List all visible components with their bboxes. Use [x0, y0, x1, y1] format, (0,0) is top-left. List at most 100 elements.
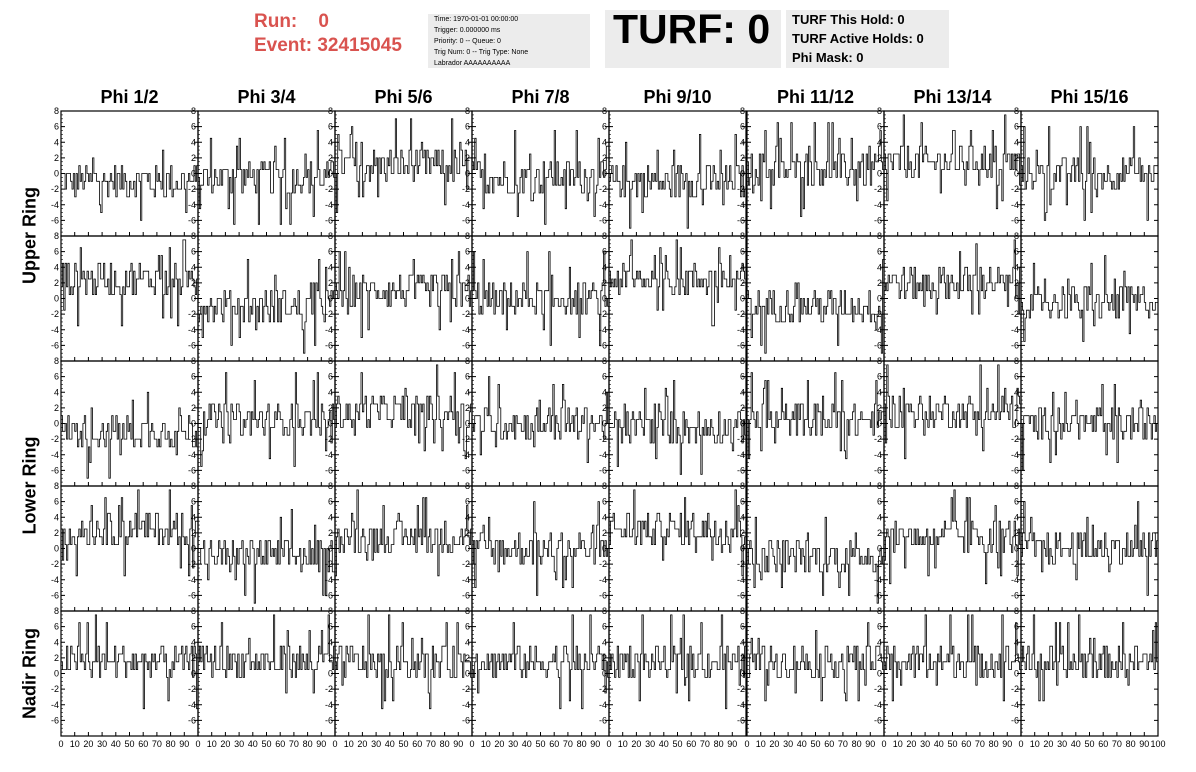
y-tick-label: 0 [191, 419, 196, 429]
y-tick-label: 0 [465, 169, 470, 179]
x-tick-label: 80 [1126, 739, 1136, 749]
y-tick-label: -2 [874, 684, 882, 694]
x-tick-label: 10 [893, 739, 903, 749]
y-tick-label: 0 [602, 669, 607, 679]
x-tick-label: 60 [686, 739, 696, 749]
y-tick-label: 6 [1014, 247, 1019, 257]
y-tick-label: 8 [602, 606, 607, 616]
y-tick-label: 0 [54, 669, 59, 679]
x-tick-label: 0 [332, 739, 337, 749]
y-tick-label: 2 [191, 153, 196, 163]
waveform-trace [747, 622, 884, 702]
y-tick-label: -6 [51, 215, 59, 225]
y-tick-label: 2 [877, 153, 882, 163]
x-tick-label: 40 [1071, 739, 1081, 749]
phi-header-4: Phi 7/8 [511, 87, 570, 107]
phi-header-2: Phi 3/4 [237, 87, 296, 107]
waveform-trace [335, 364, 473, 460]
x-tick-label: 70 [1112, 739, 1122, 749]
x-tick-label: 60 [824, 739, 834, 749]
x-tick-label: 70 [426, 739, 436, 749]
y-tick-label: -2 [325, 559, 333, 569]
y-tick-label: 0 [602, 169, 607, 179]
y-tick-label: 4 [191, 387, 196, 397]
y-tick-label: 8 [465, 231, 470, 241]
x-tick-label: 30 [234, 739, 244, 749]
y-tick-label: -6 [1011, 715, 1019, 725]
y-tick-label: 4 [54, 387, 59, 397]
panel-r5-c5: -6 -4 -2 0 2 4 6 8 [599, 606, 747, 737]
y-tick-label: 4 [328, 387, 333, 397]
y-tick-label: 0 [1014, 419, 1019, 429]
waveform-trace [335, 251, 472, 338]
y-tick-label: -6 [462, 215, 470, 225]
x-tick-label: 0 [606, 739, 611, 749]
y-tick-label: 0 [465, 669, 470, 679]
panel-r4-c8: -6 -4 -2 0 2 4 6 8 [1011, 481, 1159, 612]
y-tick-label: 4 [740, 137, 745, 147]
y-tick-label: 0 [54, 419, 59, 429]
y-tick-label: -6 [188, 340, 196, 350]
y-tick-label: 8 [328, 481, 333, 491]
y-tick-label: -6 [325, 215, 333, 225]
y-tick-label: 6 [877, 497, 882, 507]
y-tick-label: 2 [877, 653, 882, 663]
waveform-trace [747, 372, 885, 460]
trigger-info-box: Time: 1970-01-01 00:00:00 Trigger: 0.000… [428, 14, 590, 68]
y-tick-label: -2 [737, 684, 745, 694]
y-tick-label: -4 [1011, 575, 1019, 585]
panel-r5-c8: -6 -4 -2 0 2 4 6 8 [1011, 606, 1159, 737]
y-tick-label: 6 [54, 247, 59, 257]
y-tick-label: -4 [188, 700, 196, 710]
y-tick-label: 2 [191, 528, 196, 538]
y-tick-label: 6 [465, 622, 470, 632]
y-tick-label: -6 [737, 715, 745, 725]
x-tick-label: 20 [906, 739, 916, 749]
y-tick-label: 0 [465, 294, 470, 304]
x-tick-label: 30 [97, 739, 107, 749]
y-tick-label: -6 [51, 590, 59, 600]
y-tick-label: 4 [602, 512, 607, 522]
event-label: Event: 32415045 [254, 35, 402, 56]
x-tick-label: 80 [852, 739, 862, 749]
y-tick-label: -2 [599, 434, 607, 444]
x-tick-label: 40 [934, 739, 944, 749]
y-tick-label: -2 [325, 434, 333, 444]
y-tick-label: 8 [54, 481, 59, 491]
panel-r2-c2: -6 -4 -2 0 2 4 6 8 [188, 231, 336, 362]
waveform-trace [747, 516, 885, 604]
phi-header-7: Phi 13/14 [913, 87, 992, 107]
waveform-trace [61, 391, 199, 479]
y-tick-label: -2 [325, 684, 333, 694]
y-tick-label: -2 [874, 309, 882, 319]
y-tick-label: -4 [737, 700, 745, 710]
x-tick-label: 90 [865, 739, 875, 749]
y-tick-label: 4 [877, 387, 882, 397]
y-tick-label: 6 [328, 122, 333, 132]
x-tick-label: 20 [357, 739, 367, 749]
y-tick-label: 4 [465, 387, 470, 397]
y-tick-label: -4 [325, 325, 333, 335]
y-tick-label: -2 [51, 309, 59, 319]
panel-r2-c7: -6 -4 -2 0 2 4 6 8 [874, 231, 1022, 362]
y-tick-label: 8 [740, 106, 745, 116]
y-tick-label: 6 [740, 622, 745, 632]
turf-value: TURF: 0 [613, 6, 771, 52]
info-trigger: Trigger: 0.000000 ms [434, 27, 501, 34]
waveform-trace [472, 501, 610, 596]
y-tick-label: -4 [188, 450, 196, 460]
panel-r3-c1: -6 -4 -2 0 2 4 6 8 [51, 356, 199, 487]
y-tick-label: 8 [465, 356, 470, 366]
y-tick-label: 2 [54, 278, 59, 288]
y-tick-label: -6 [874, 215, 882, 225]
x-tick-label: 100 [1150, 739, 1165, 749]
x-tick-label: 70 [563, 739, 573, 749]
y-tick-label: 2 [191, 403, 196, 413]
y-tick-label: -4 [874, 700, 882, 710]
y-tick-label: -2 [874, 559, 882, 569]
run-event-block: Run: 0 Event: 32415045 [254, 10, 402, 58]
panel-r2-c6: -6 -4 -2 0 2 4 6 8 [737, 231, 885, 362]
y-tick-label: -2 [1011, 684, 1019, 694]
x-tick-label: 40 [385, 739, 395, 749]
